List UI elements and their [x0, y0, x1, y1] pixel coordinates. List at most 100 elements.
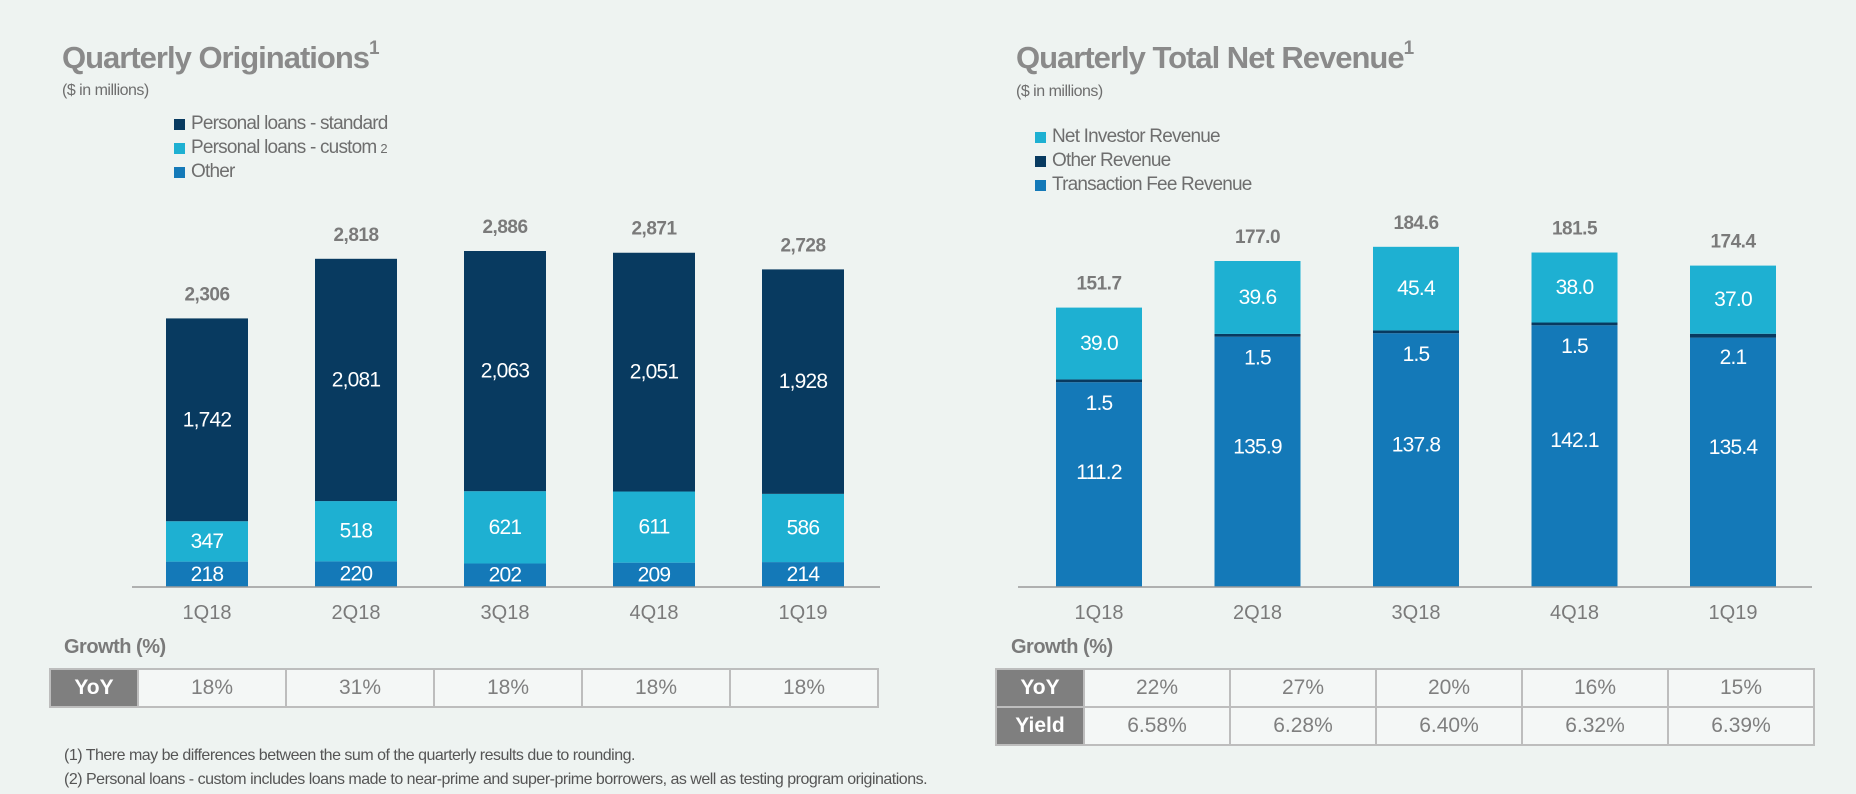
- growth-cell: 6.28%: [1229, 706, 1377, 746]
- bar-total-label: 2,886: [482, 217, 527, 238]
- legend-label: Personal loans - custom: [191, 137, 377, 158]
- x-tick-label: 2Q18: [332, 602, 381, 624]
- bar-segment: [166, 521, 248, 562]
- bar-value-label: 214: [787, 563, 821, 586]
- growth-cell: 16%: [1521, 668, 1669, 708]
- growth-row: YoY 22% 27% 20% 16% 15%: [995, 668, 1815, 708]
- bar-value-label: 218: [191, 563, 224, 586]
- bar-value-label: 37.0: [1714, 288, 1752, 311]
- legend-label: Other: [191, 161, 235, 182]
- originations-chart: 218 347 1,742 2,306 1Q18 220 518 2,081 2,818 2Q18…: [132, 217, 880, 624]
- bar-total-label: 2,871: [631, 219, 677, 240]
- originations-legend: Personal loans - standard Personal loans …: [174, 112, 388, 184]
- bar-segment: [1214, 333, 1301, 337]
- bar-total-label: 151.7: [1076, 274, 1121, 295]
- growth-cell: 6.58%: [1083, 706, 1231, 746]
- x-tick-label: 1Q18: [1075, 602, 1124, 624]
- bar-value-label: 137.8: [1392, 433, 1441, 456]
- bar-segment: [1056, 379, 1142, 383]
- growth-cell: 18%: [581, 668, 731, 708]
- bar-value-label: 39.0: [1080, 332, 1118, 355]
- x-tick-label: 1Q19: [1709, 602, 1758, 624]
- bar-value-label: 135.4: [1709, 436, 1759, 459]
- bar-segment: [464, 491, 546, 564]
- x-tick-label: 1Q18: [183, 602, 232, 624]
- bar-value-label: 111.2: [1076, 461, 1122, 484]
- revenue-growth-table: YoY 22% 27% 20% 16% 15% Yield 6.58% 6.28% 6.40% 6.…: [995, 668, 1815, 746]
- bar-value-label: 586: [787, 516, 820, 539]
- growth-cell: 6.40%: [1375, 706, 1523, 746]
- legend-item: Other: [174, 160, 388, 184]
- bar-value-label: 347: [191, 530, 224, 553]
- bar-total-label: 177.0: [1235, 227, 1280, 248]
- bar-segment: [1214, 336, 1301, 587]
- bar-value-label: 209: [638, 563, 671, 586]
- growth-row-label: YoY: [49, 668, 139, 708]
- bar-total-label: 2,728: [780, 235, 825, 256]
- growth-cell: 15%: [1667, 668, 1815, 708]
- bar-value-label: 2,081: [332, 368, 381, 391]
- growth-cell: 22%: [1083, 668, 1231, 708]
- bar-segment: [1373, 333, 1459, 587]
- bar-value-label: 220: [340, 563, 373, 586]
- growth-cell: 27%: [1229, 668, 1377, 708]
- bar-segment: [1373, 330, 1459, 334]
- bar-segment: [1690, 265, 1776, 334]
- originations-subtitle: ($ in millions): [62, 82, 149, 99]
- bar-segment: [762, 269, 844, 494]
- growth-cell: 18%: [137, 668, 287, 708]
- revenue-title: Quarterly Total Net Revenue1: [1016, 38, 1414, 75]
- legend-item: Transaction Fee Revenue: [1035, 173, 1252, 197]
- bar-value-label: 621: [489, 516, 522, 539]
- footnote: (1) There may be differences between the…: [64, 747, 635, 764]
- legend-footnote-ref: 2: [380, 140, 387, 156]
- footnote: (2) Personal loans - custom includes loa…: [64, 771, 928, 788]
- bar-total-label: 181.5: [1552, 219, 1598, 240]
- bar-value-label: 1.5: [1244, 346, 1271, 369]
- bar-segment: [166, 318, 248, 522]
- growth-cell: 18%: [729, 668, 879, 708]
- legend-item: Other Revenue: [1035, 149, 1252, 173]
- bar-value-label: 45.4: [1397, 277, 1436, 300]
- legend-swatch: [1035, 179, 1046, 191]
- revenue-chart: 111.2 1.5 39.0 151.7 1Q18 135.9 1.5 39.6 177.0 2Q…: [1018, 213, 1812, 624]
- legend-item: Personal loans - custom 2: [174, 136, 388, 160]
- bar-segment: [315, 501, 397, 562]
- originations-growth-table: YoY 18% 31% 18% 18% 18%: [49, 668, 879, 708]
- bar-value-label: 2.1: [1720, 346, 1747, 369]
- bar-value-label: 142.1: [1550, 429, 1599, 452]
- bar-value-label: 2,051: [630, 361, 679, 384]
- x-tick-label: 4Q18: [630, 602, 679, 624]
- bar-segment: [1690, 333, 1776, 338]
- bar-segment: [1373, 246, 1459, 331]
- bar-value-label: 39.6: [1239, 286, 1277, 309]
- growth-cell: 20%: [1375, 668, 1523, 708]
- legend-swatch: [174, 166, 185, 178]
- legend-label: Transaction Fee Revenue: [1052, 174, 1252, 195]
- originations-title: Quarterly Originations1: [62, 38, 380, 75]
- growth-cell: 18%: [433, 668, 583, 708]
- legend-swatch: [1035, 155, 1046, 167]
- bar-segment: [315, 561, 397, 587]
- bar-segment: [1056, 382, 1142, 587]
- bar-value-label: 1.5: [1086, 392, 1113, 415]
- x-tick-label: 1Q19: [779, 602, 828, 624]
- revenue-growth-label: Growth (%): [1011, 636, 1113, 658]
- bar-segment: [613, 491, 695, 563]
- growth-row-label: Yield: [995, 706, 1085, 746]
- originations-growth-label: Growth (%): [64, 636, 166, 658]
- bar-segment: [464, 251, 546, 492]
- bar-segment: [464, 563, 546, 587]
- revenue-subtitle: ($ in millions): [1016, 83, 1103, 100]
- x-tick-label: 4Q18: [1550, 602, 1599, 624]
- bar-segment: [1531, 322, 1618, 326]
- bar-value-label: 135.9: [1233, 435, 1282, 458]
- legend-label: Other Revenue: [1052, 150, 1171, 171]
- x-tick-label: 3Q18: [481, 602, 530, 624]
- bar-segment: [762, 493, 844, 563]
- bar-value-label: 1,742: [183, 408, 232, 431]
- bar-value-label: 202: [489, 564, 522, 587]
- growth-row: YoY 18% 31% 18% 18% 18%: [49, 668, 879, 708]
- bar-value-label: 611: [638, 516, 669, 539]
- x-tick-label: 3Q18: [1392, 602, 1441, 624]
